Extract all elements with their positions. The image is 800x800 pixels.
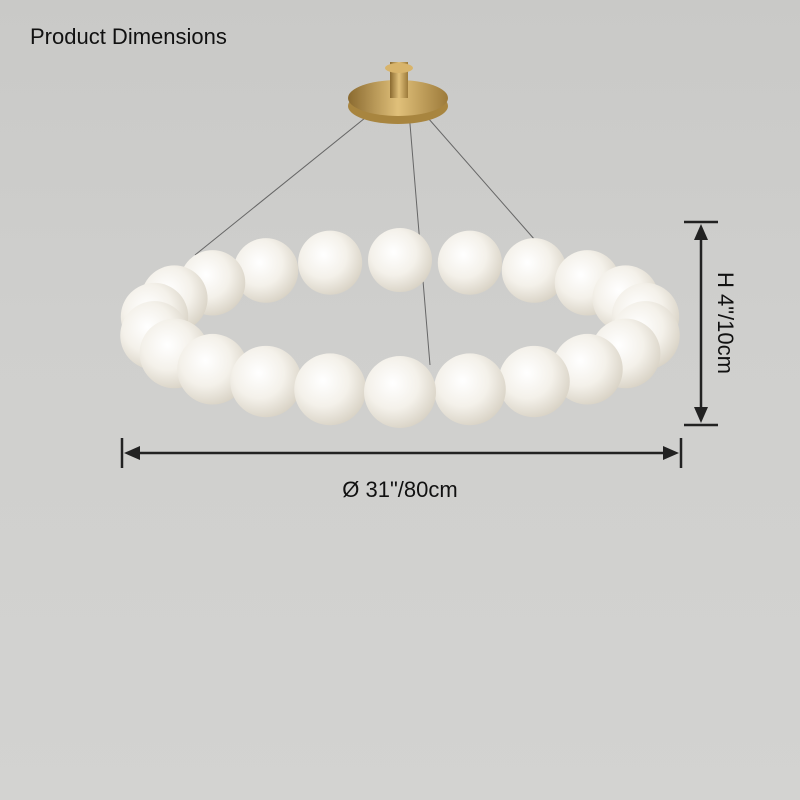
diameter-label: Ø 31"/80cm xyxy=(342,477,458,502)
globe-ring xyxy=(120,228,680,428)
glass-globe xyxy=(233,238,299,303)
suspension-wires xyxy=(194,99,536,366)
height-dimension-arrow xyxy=(684,220,718,427)
glass-globe xyxy=(437,230,502,295)
glass-globe xyxy=(501,238,567,303)
ceiling-canopy xyxy=(348,62,448,124)
glass-globe xyxy=(364,356,436,428)
glass-globe xyxy=(298,230,363,295)
glass-globe xyxy=(177,333,248,405)
glass-globe xyxy=(294,353,367,426)
width-dimension-arrow xyxy=(120,438,683,468)
glass-globe xyxy=(230,345,302,418)
glass-globe xyxy=(552,333,623,405)
height-label: H 4"/10cm xyxy=(713,272,738,374)
glass-globe xyxy=(368,228,432,292)
page-title: Product Dimensions xyxy=(30,24,227,49)
glass-globe xyxy=(433,353,506,426)
glass-globe xyxy=(498,345,570,418)
